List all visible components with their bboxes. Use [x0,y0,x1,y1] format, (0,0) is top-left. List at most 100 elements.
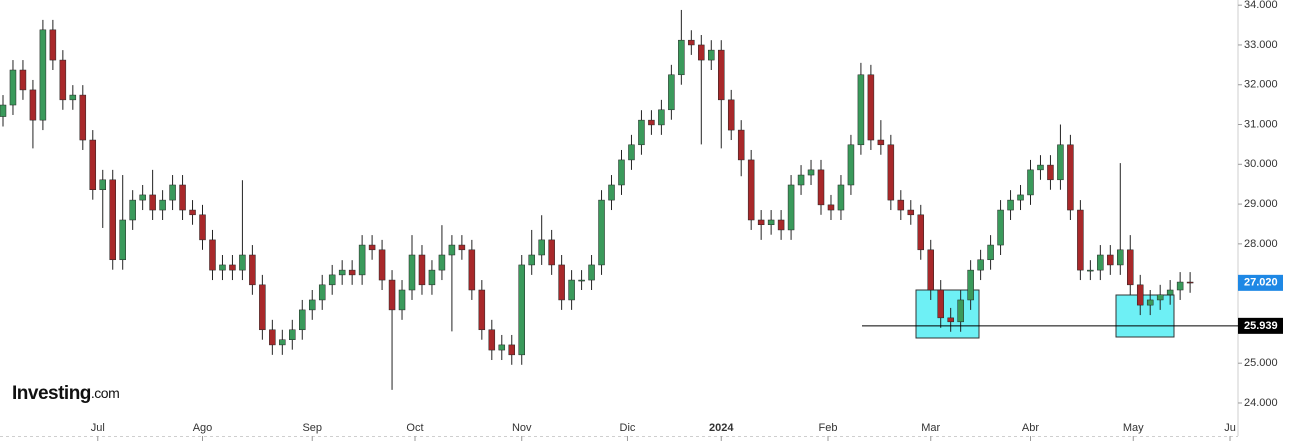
candle-body [588,264,595,281]
candle-body [1136,284,1144,306]
candle-body [129,199,136,221]
candle-body [1047,164,1054,181]
candle-body [1007,199,1014,211]
candle-body [388,279,396,311]
candle-body [219,264,226,271]
candle-body [1107,254,1114,266]
candle-body [269,329,276,346]
candle-body [927,249,934,291]
candle-body [458,244,466,251]
candle-body [299,309,306,331]
candle-body [787,184,795,231]
candle-body [159,199,166,211]
candle-body [69,94,77,101]
y-tick-label: 32.000 [1244,79,1278,91]
candle-body [478,289,486,331]
candle-body [957,299,964,323]
y-tick-label: 29.000 [1244,198,1278,210]
candle-body [448,244,456,256]
candle-body [1117,249,1124,266]
candle-body [987,244,994,261]
candle-body [249,254,256,286]
candle-body [737,129,745,161]
candle-body [678,39,685,76]
candle-body [29,89,37,121]
candle-body [698,44,705,61]
candle-body [817,169,825,206]
candle-body [229,264,236,271]
candle-body [49,29,57,61]
highlight-box [1115,294,1175,338]
candle-body [797,174,805,186]
candle-body [368,244,376,251]
y-tick-label: 25.000 [1244,357,1278,369]
x-tick-label: 2024 [709,422,734,434]
candle-body [708,49,715,61]
candle-body [39,29,47,121]
candle-body [558,264,565,301]
candle-body [1127,249,1134,286]
candle-body [468,249,476,291]
candle-body [608,184,615,201]
x-tick-label: Feb [819,422,838,434]
x-tick-label: Mar [921,422,940,434]
price-label: 27.020 [1244,277,1278,289]
candle-body [0,104,7,117]
candle-body [498,344,506,351]
candle-body [628,144,635,161]
price-label: 25.939 [1244,320,1278,332]
candle-body [897,199,905,211]
candle-body [1186,281,1194,284]
candle-body [1156,294,1164,301]
candle-body [1097,254,1104,271]
candle-body [139,194,146,201]
candle-body [1067,144,1074,211]
candle-body [578,279,585,282]
price-label-box [1238,317,1283,334]
candle-body [318,284,326,301]
candle-body [638,119,645,146]
candle-body [598,199,605,266]
candle-body [308,299,316,311]
candle-body [19,69,27,91]
brand-logo: Investing.com [12,383,119,404]
candle-body [827,204,835,211]
y-tick-label: 30.000 [1244,158,1278,170]
candle-body [967,269,974,301]
candle-body [807,169,815,176]
candle-body [99,179,107,191]
y-tick-label: 34.000 [1244,0,1278,11]
candle-body [89,139,97,191]
candle-body [239,254,246,271]
x-tick-label: Nov [512,422,532,434]
candle-body [668,74,675,111]
candle-body [518,264,525,356]
candle-body [907,209,915,216]
candle-body [847,144,855,186]
x-tick-label: Dic [620,422,636,434]
candle-body [548,239,555,266]
candle-body [289,329,296,340]
candle-body [648,119,655,126]
candle-body [189,209,196,216]
candle-body [887,144,895,201]
candle-body [1146,299,1154,306]
candle-body [877,139,885,146]
candle-body [857,74,865,146]
candle-body [438,254,446,271]
candle-body [1176,281,1184,291]
candle-body [169,184,176,201]
candle-body [59,59,67,101]
price-label-box [1238,274,1283,291]
candle-body [717,49,725,101]
candle-body [1027,169,1034,196]
candle-body [658,109,665,126]
candle-body [837,184,845,211]
candle-body [378,249,386,281]
x-tick-label: May [1123,422,1144,434]
candle-body [997,209,1004,246]
candle-body [688,39,695,46]
candle-body [9,69,17,106]
